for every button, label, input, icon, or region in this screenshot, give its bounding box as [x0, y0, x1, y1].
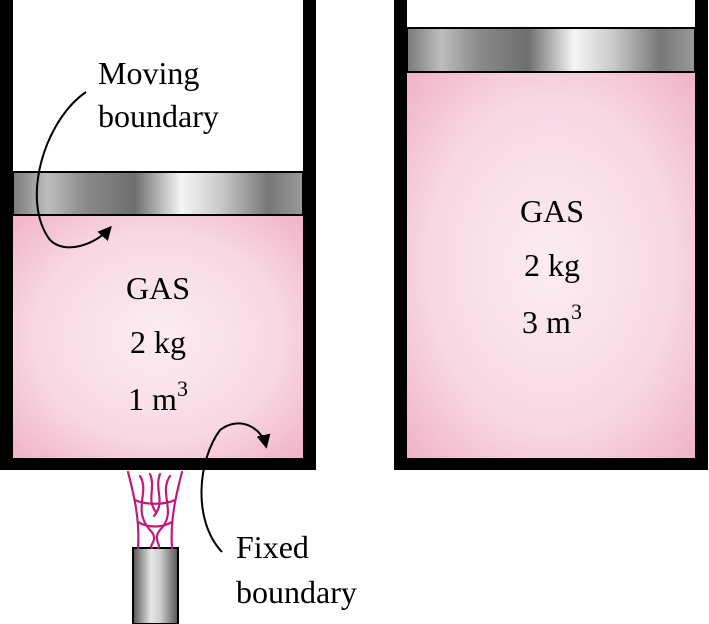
left-volume-unit: m	[152, 381, 177, 417]
left-cylinder-left-wall	[0, 0, 13, 470]
left-volume-exponent: 3	[176, 376, 188, 401]
fixed-boundary-label-line1: Fixed	[236, 529, 309, 565]
left-gas-region	[13, 215, 303, 458]
right-piston	[406, 27, 696, 73]
left-volume-number: 1	[128, 381, 145, 417]
left-piston	[12, 171, 304, 216]
flame-icon	[126, 470, 184, 550]
right-gas-label: GAS	[519, 193, 584, 229]
right-cylinder-left-wall	[394, 0, 407, 470]
moving-boundary-arrow	[35, 91, 112, 249]
right-cylinder-right-wall	[695, 0, 708, 470]
right-volume-unit: m	[546, 304, 571, 340]
fixed-boundary-arrow	[200, 422, 271, 553]
right-gas-mass: 2 kg	[524, 247, 580, 283]
fixed-boundary-label-line2: boundary	[236, 574, 357, 610]
right-cylinder-bottom	[394, 458, 708, 470]
right-cylinder	[394, 0, 708, 470]
left-cylinder-right-wall	[303, 0, 316, 470]
left-gas-label: GAS	[125, 270, 190, 306]
right-gas-volume: 3 m3	[492, 299, 612, 340]
moving-boundary-label-line2: boundary	[98, 98, 219, 134]
moving-boundary-label-line1: Moving	[98, 55, 200, 91]
right-gas-region	[407, 72, 695, 458]
burner	[126, 470, 184, 624]
left-gas-mass: 2 kg	[130, 324, 186, 360]
burner-tube	[132, 547, 179, 624]
right-volume-exponent: 3	[570, 299, 582, 324]
left-cylinder	[0, 0, 316, 470]
left-cylinder-bottom	[0, 458, 316, 470]
right-volume-number: 3	[522, 304, 539, 340]
left-gas-volume: 1 m3	[98, 376, 218, 417]
